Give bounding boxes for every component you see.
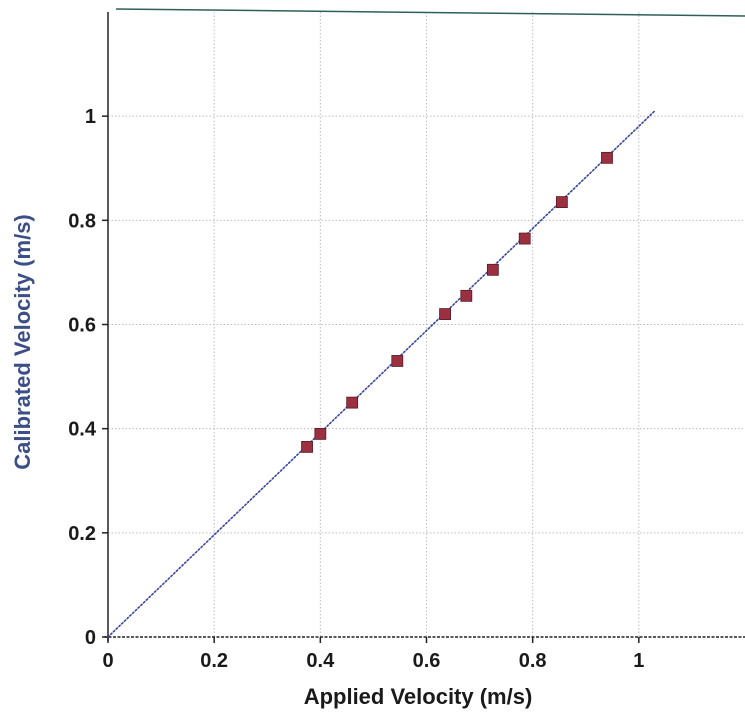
data-points [301, 151, 613, 453]
data-point-9 [601, 151, 613, 164]
x-tick-label-5: 1 [633, 650, 644, 672]
data-point-0 [301, 440, 313, 453]
x-tick-label-3: 0.6 [413, 650, 441, 672]
y-axis-label: Calibrated Velocity (m/s) [10, 214, 35, 470]
data-point-6 [486, 263, 499, 276]
data-point-3 [391, 355, 404, 367]
y-tick-label-5: 1 [85, 106, 96, 128]
y-tick-label-3: 0.6 [68, 315, 96, 337]
data-point-7 [518, 232, 531, 245]
y-tick-label-1: 0.2 [68, 523, 96, 545]
x-tick-label-4: 0.8 [519, 650, 547, 672]
data-point-1 [314, 427, 327, 440]
fit-line [107, 110, 656, 638]
data-point-8 [555, 196, 568, 209]
data-point-2 [346, 396, 359, 409]
data-point-5 [460, 289, 473, 302]
x-tick-label-2: 0.4 [306, 650, 335, 672]
data-point-4 [439, 308, 451, 320]
top-border-line [115, 8, 745, 17]
y-tick-label-0: 0 [85, 627, 96, 649]
tick-labels: 0 0.2 0.4 0.6 0.8 1 0 0.2 0.4 0.6 0.8 1 [68, 106, 644, 672]
x-axis-label: Applied Velocity (m/s) [304, 684, 533, 709]
x-tick-label-0: 0 [102, 650, 113, 672]
axes [102, 8, 745, 643]
x-tick-label-1: 0.2 [200, 650, 228, 672]
y-tick-label-2: 0.4 [68, 419, 97, 441]
y-tick-label-4: 0.8 [68, 210, 96, 232]
fit-line-layer [107, 110, 656, 638]
grid [108, 12, 745, 637]
